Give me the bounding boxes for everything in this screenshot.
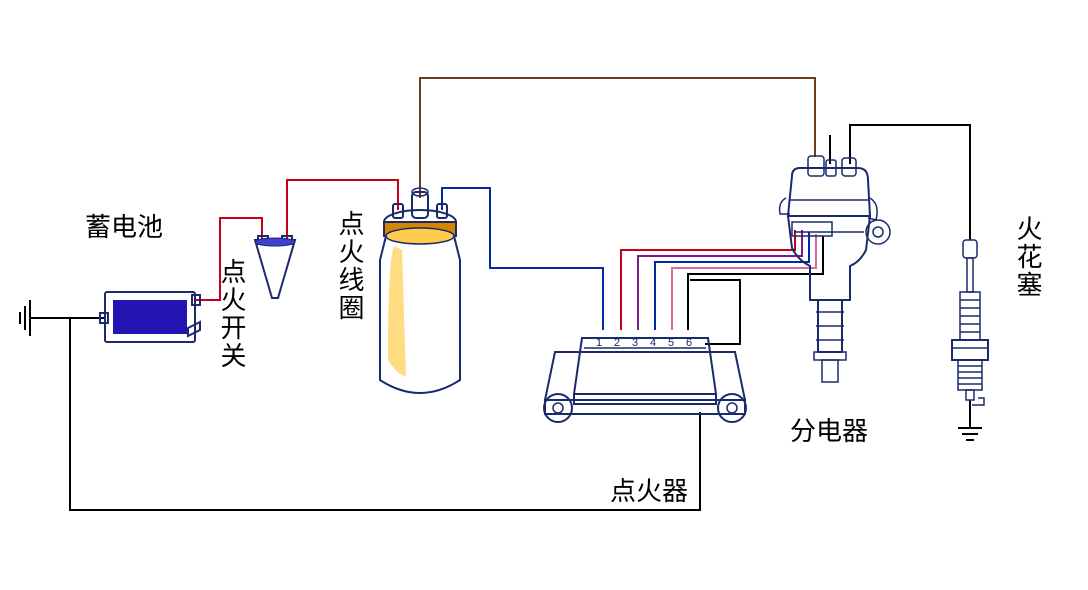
ignition-diagram: 1 2 3 4 5 6 <box>0 0 1088 590</box>
spark-plug <box>952 240 988 405</box>
terminal-1: 1 <box>596 337 602 349</box>
terminal-5: 5 <box>668 337 674 349</box>
battery <box>100 292 200 342</box>
ignition-coil <box>380 188 460 393</box>
label-ignition-coil: 点火线圈 <box>332 210 368 322</box>
wire-battery-ground <box>20 300 105 336</box>
terminal-6: 6 <box>686 337 692 349</box>
label-spark-plug: 火花塞 <box>1010 215 1046 299</box>
terminal-3: 3 <box>632 337 638 349</box>
ignition-switch <box>255 236 295 298</box>
terminal-4: 4 <box>650 337 656 349</box>
wire-coil-igniter-blue <box>442 188 603 330</box>
label-distributor: 分电器 <box>790 416 868 446</box>
terminal-2: 2 <box>614 337 620 349</box>
label-battery: 蓄电池 <box>85 212 163 242</box>
wire-sparkplug-ground <box>958 400 982 440</box>
igniter: 1 2 3 4 5 6 <box>544 337 746 422</box>
wire-coil-distributor-brown <box>420 78 815 198</box>
wire-igniter-black2 <box>690 280 740 344</box>
label-igniter: 点火器 <box>610 476 688 506</box>
label-ignition-switch: 点火开关 <box>214 258 250 370</box>
